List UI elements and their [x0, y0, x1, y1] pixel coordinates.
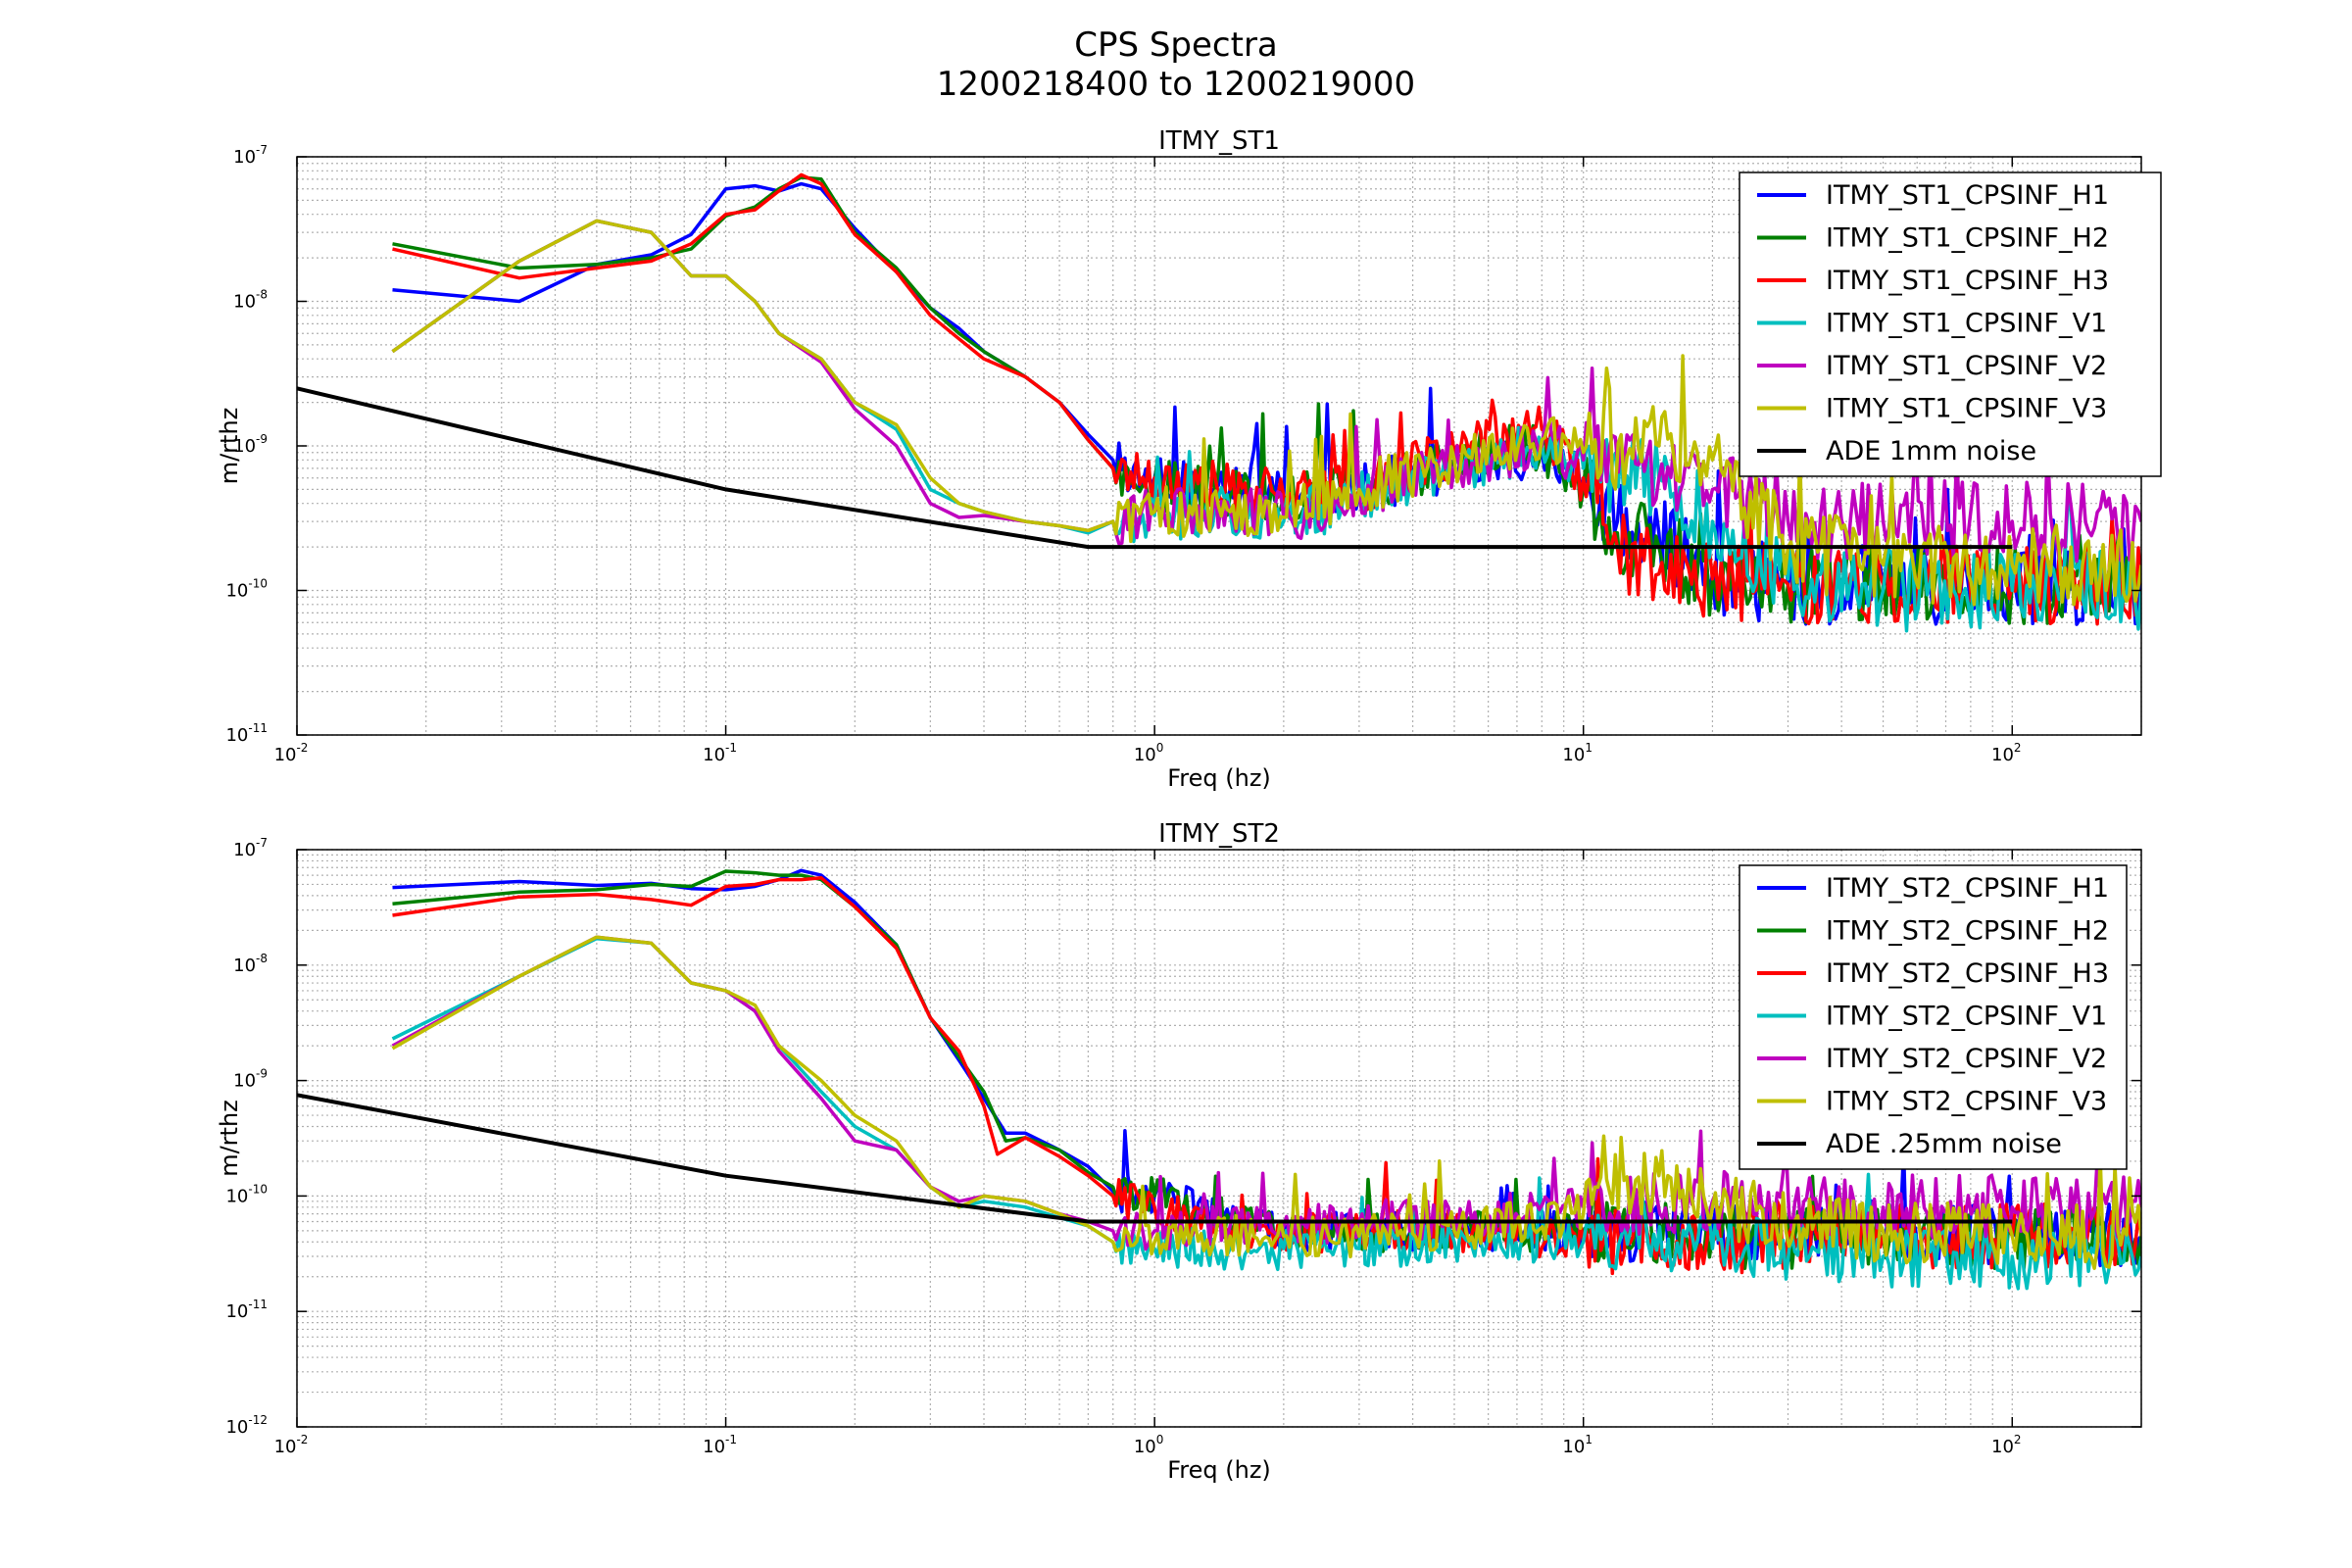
legend-label: ITMY_ST1_CPSINF_V1	[1826, 309, 2107, 339]
legend-label: ITMY_ST1_CPSINF_V3	[1826, 394, 2107, 424]
legend-label: ADE 1mm noise	[1826, 436, 2036, 466]
series-line-ade-25mm-noise	[297, 1093, 2013, 1224]
x-axis-label: Freq (hz)	[1167, 1456, 1271, 1484]
legend-label: ITMY_ST1_CPSINF_H1	[1826, 180, 2109, 211]
legend-label: ITMY_ST1_CPSINF_V2	[1826, 351, 2107, 381]
series-line-itmy-st2-cpsinf-v3	[391, 935, 2141, 1270]
y-tick-label: 10-11	[225, 721, 268, 746]
subplot-title: ITMY_ST2	[1158, 819, 1280, 849]
y-axis-label: m/rthz	[216, 1100, 243, 1177]
x-axis-label: Freq (hz)	[1167, 764, 1271, 792]
y-tick-label: 10-12	[225, 1413, 268, 1438]
y-tick-label: 10-8	[233, 288, 268, 313]
legend-label: ITMY_ST2_CPSINF_H3	[1826, 958, 2109, 989]
subplot-title: ITMY_ST1	[1158, 126, 1280, 156]
figure-title: CPS Spectra	[1074, 25, 1278, 65]
x-tick-label: 10-2	[274, 1433, 309, 1457]
subplot-itmy_st2: 10-2 10-1 100 101 102 10-12 10-11 10-10 10-9 10-8…	[216, 819, 2142, 1484]
series-line-ade-1mm-noise	[297, 386, 2013, 550]
x-tick-label: 102	[1991, 741, 2022, 765]
x-tick-label: 10-2	[274, 741, 309, 765]
axes-frame	[296, 849, 2142, 1428]
legend: ITMY_ST2_CPSINF_H1 ITMY_ST2_CPSINF_H2 ITMY…	[1739, 864, 2128, 1170]
x-tick-label: 101	[1562, 741, 1592, 765]
series-group	[297, 172, 2141, 633]
y-tick-label: 10-7	[233, 143, 268, 168]
legend-label: ITMY_ST1_CPSINF_H2	[1826, 223, 2109, 254]
y-tick-label: 10-11	[225, 1298, 268, 1322]
x-tick-label: 100	[1134, 741, 1164, 765]
x-tick-label: 10-1	[703, 741, 737, 765]
legend-label: ITMY_ST2_CPSINF_V3	[1826, 1087, 2107, 1117]
x-tick-label: 101	[1562, 1433, 1592, 1457]
series-line-itmy-st2-cpsinf-v1	[391, 936, 2141, 1291]
figure-subtitle: 1200218400 to 1200219000	[936, 65, 1416, 104]
series-line-itmy-st1-cpsinf-v3	[391, 219, 2141, 607]
y-tick-label: 10-8	[233, 952, 268, 976]
legend-label: ITMY_ST2_CPSINF_V2	[1826, 1044, 2107, 1074]
series-line-itmy-st2-cpsinf-v2	[391, 935, 2141, 1251]
legend: ITMY_ST1_CPSINF_H1 ITMY_ST1_CPSINF_H2 ITMY…	[1739, 172, 2162, 477]
legend-box	[1739, 172, 2162, 477]
x-tick-label: 10-1	[703, 1433, 737, 1457]
legend-label: ITMY_ST2_CPSINF_H1	[1826, 873, 2109, 904]
series-group	[297, 868, 2141, 1291]
legend-label: ADE .25mm noise	[1826, 1129, 2062, 1159]
legend-label: ITMY_ST1_CPSINF_H3	[1826, 266, 2109, 296]
x-tick-label: 102	[1991, 1433, 2022, 1457]
y-tick-label: 10-10	[225, 577, 268, 602]
y-tick-label: 10-7	[233, 836, 268, 860]
legend-label: ITMY_ST2_CPSINF_V1	[1826, 1002, 2107, 1032]
y-tick-label: 10-9	[233, 1067, 268, 1092]
y-axis-label: m/rthz	[216, 408, 243, 485]
x-tick-label: 100	[1134, 1433, 1164, 1457]
y-tick-label: 10-10	[225, 1182, 268, 1206]
legend-label: ITMY_ST2_CPSINF_H2	[1826, 916, 2109, 947]
